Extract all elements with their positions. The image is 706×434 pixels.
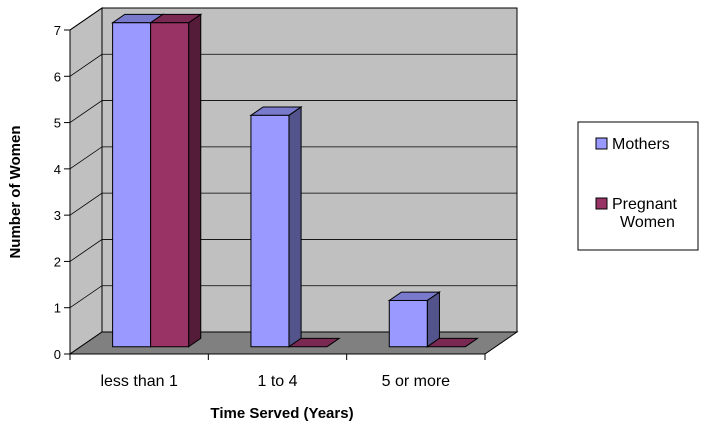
bar	[148, 13, 203, 348]
y-tick-label: 0	[54, 347, 61, 362]
legend: Mothers Pregnant Women	[577, 121, 699, 251]
bar-front	[150, 22, 190, 348]
bar-top	[425, 337, 480, 348]
y-tick-label: 2	[54, 254, 61, 269]
legend-swatch	[595, 137, 608, 150]
y-tick-label: 3	[54, 208, 61, 223]
x-axis: less than 1 1 to 4 5 or more	[69, 353, 486, 390]
y-tick-label: 4	[54, 162, 61, 177]
y-tick-label: 6	[54, 69, 61, 84]
bar-side	[426, 291, 440, 348]
gridline	[69, 192, 517, 216]
gridline	[69, 285, 517, 309]
legend-label: Pregnant Women	[612, 196, 677, 231]
bar-top	[287, 337, 341, 348]
bar-side	[288, 106, 302, 348]
gridline	[69, 53, 517, 77]
gridline	[69, 100, 517, 123]
y-tick-label: 5	[54, 116, 61, 131]
y-axis-title: Number of Women	[7, 125, 24, 258]
bar	[425, 337, 480, 348]
gridlines	[69, 7, 517, 309]
side-wall	[69, 7, 103, 355]
x-tick-label: less than 1	[100, 373, 177, 390]
bar-front	[250, 114, 290, 348]
bars	[110, 13, 480, 348]
bar-front	[388, 299, 428, 348]
gridline	[69, 239, 517, 262]
bar	[249, 106, 303, 348]
legend-label: Mothers	[612, 136, 670, 153]
bar	[287, 337, 341, 348]
bar	[387, 291, 442, 348]
y-tick-label: 7	[54, 23, 61, 38]
gridline	[69, 146, 517, 170]
x-tick-label: 1 to 4	[257, 373, 297, 390]
y-tick-label: 1	[54, 301, 61, 316]
x-axis-title: Time Served (Years)	[210, 405, 353, 422]
bar-front	[112, 22, 152, 348]
x-tick-label: 5 or more	[382, 373, 451, 390]
legend-swatch	[595, 197, 608, 210]
bar-side	[188, 13, 202, 348]
y-axis: 0 1 2 3 4 5 6 7	[54, 23, 71, 362]
gridline	[69, 7, 517, 31]
